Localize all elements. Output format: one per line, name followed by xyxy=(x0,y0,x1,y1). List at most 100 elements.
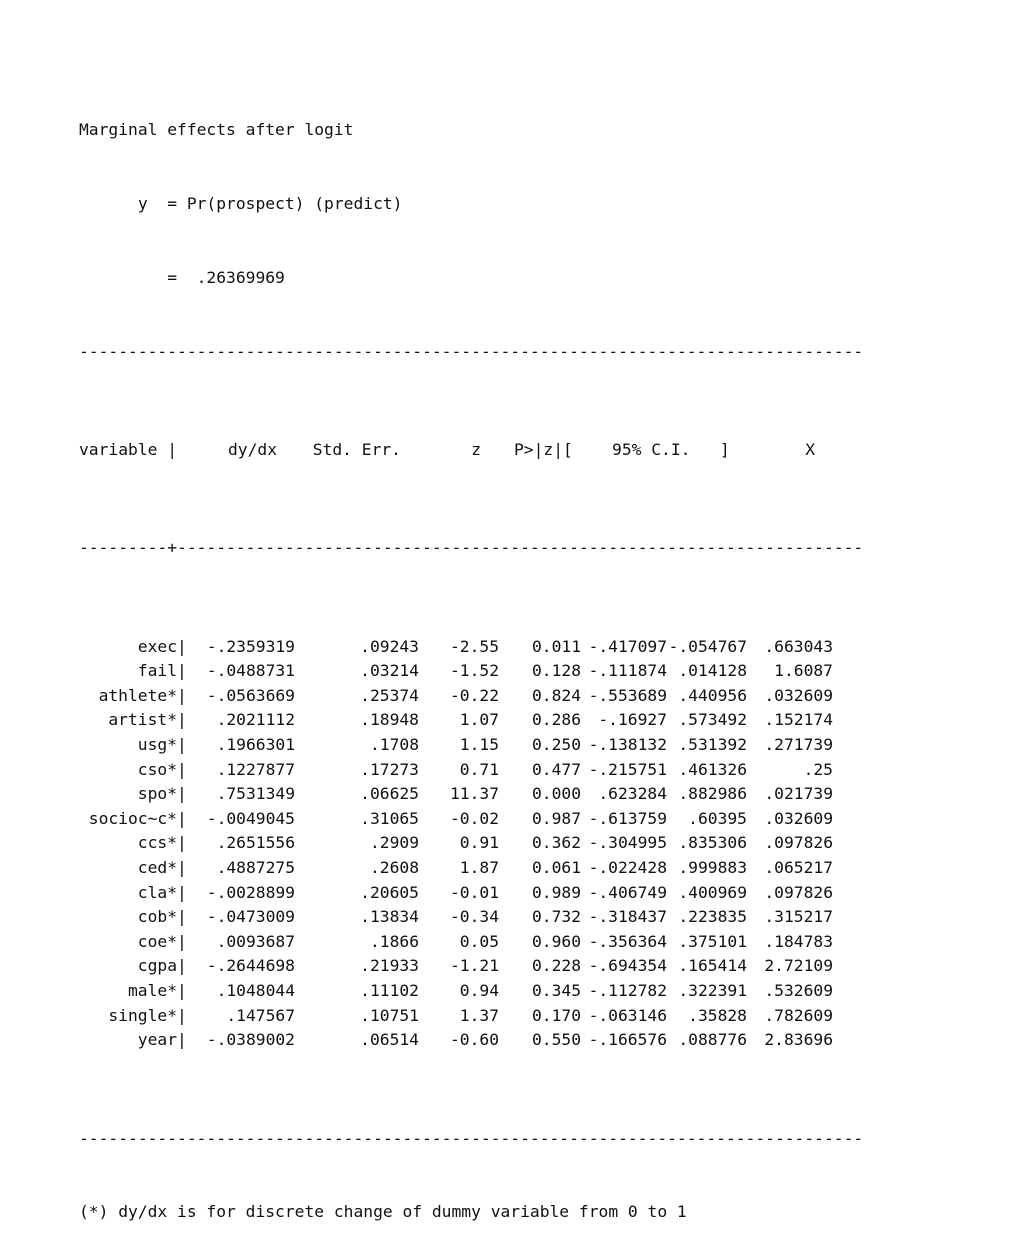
table-row: usg*| .1966301 .1708 1.15 0.250 -.138132 .5313… xyxy=(79,733,863,758)
row-variable: year xyxy=(137,1030,177,1050)
row-separator: | xyxy=(177,1030,187,1050)
row-p-value: 0.228 xyxy=(531,956,581,976)
row-ci-lower: -.112782 xyxy=(588,980,667,1000)
row-p-value: 0.128 xyxy=(531,661,581,681)
table-row: coe*| .0093687 .1866 0.05 0.960 -.356364 .3751… xyxy=(79,930,863,955)
rule-bottom: ----------------------------------------… xyxy=(79,1128,864,1148)
table-row: artist*| .2021112 .18948 1.07 0.286 -.16927 .5… xyxy=(79,708,863,733)
row-std-err: .25374 xyxy=(360,685,419,705)
row-z: 0.91 xyxy=(459,833,499,853)
col-z: z xyxy=(471,439,481,459)
row-std-err: .06514 xyxy=(360,1030,419,1050)
row-z: 0.05 xyxy=(459,931,499,951)
row-x: 1.6087 xyxy=(774,661,833,681)
row-separator: | xyxy=(177,907,187,927)
row-std-err: .1866 xyxy=(369,931,419,951)
col-ci: [ 95% C.I. ] xyxy=(563,439,730,459)
row-variable: male* xyxy=(127,980,177,1000)
row-ci-lower: -.406749 xyxy=(588,882,667,902)
row-std-err: .11102 xyxy=(360,980,419,1000)
header-y-value: = .26369969 xyxy=(79,267,285,287)
row-ci-upper: .088776 xyxy=(678,1030,747,1050)
row-std-err: .18948 xyxy=(360,710,419,730)
row-separator: | xyxy=(177,808,187,828)
row-separator: | xyxy=(177,710,187,730)
row-z: -0.60 xyxy=(449,1030,499,1050)
row-ci-lower: -.417097 xyxy=(588,636,667,656)
row-dydx: -.0389002 xyxy=(206,1030,295,1050)
row-variable: single* xyxy=(108,1005,177,1025)
row-ci-upper: .223835 xyxy=(678,907,747,927)
row-p-value: 0.550 xyxy=(531,1030,581,1050)
row-separator: | xyxy=(177,685,187,705)
stata-output: Marginal effects after logit y = Pr(pros… xyxy=(79,69,863,1250)
row-z: 1.07 xyxy=(459,710,499,730)
row-dydx: -.2644698 xyxy=(206,956,295,976)
row-ci-lower: -.111874 xyxy=(588,661,667,681)
row-dydx: .0093687 xyxy=(216,931,295,951)
row-separator: | xyxy=(177,833,187,853)
row-dydx: -.0488731 xyxy=(206,661,295,681)
row-p-value: 0.960 xyxy=(531,931,581,951)
row-dydx: .7531349 xyxy=(216,784,295,804)
row-separator: | xyxy=(177,1005,187,1025)
row-dydx: .1048044 xyxy=(216,980,295,1000)
row-ci-lower: -.022428 xyxy=(588,858,667,877)
row-ci-upper: .014128 xyxy=(678,661,747,681)
row-std-err: .17273 xyxy=(360,759,419,779)
row-z: 0.71 xyxy=(459,759,499,779)
row-separator: | xyxy=(177,858,187,877)
row-x: .097826 xyxy=(764,882,833,902)
table-row: male*| .1048044 .11102 0.94 0.345 -.112782 .32… xyxy=(79,979,863,1004)
row-ci-upper: .400969 xyxy=(678,882,747,902)
row-ci-lower: -.694354 xyxy=(588,956,667,976)
row-z: -0.01 xyxy=(449,882,499,902)
row-ci-upper: .835306 xyxy=(678,833,747,853)
row-ci-upper: -.054767 xyxy=(668,636,747,656)
row-ci-lower: -.318437 xyxy=(588,907,667,927)
row-dydx: -.0473009 xyxy=(206,907,295,927)
row-variable: coe* xyxy=(137,931,177,951)
row-x: .097826 xyxy=(764,833,833,853)
row-z: 1.37 xyxy=(459,1005,499,1025)
row-p-value: 0.477 xyxy=(531,759,581,779)
row-separator: | xyxy=(177,956,187,976)
row-variable: ced* xyxy=(137,858,177,877)
row-z: -0.02 xyxy=(449,808,499,828)
row-separator: | xyxy=(177,980,187,1000)
row-dydx: -.0049045 xyxy=(206,808,295,828)
row-variable: cgpa xyxy=(137,956,177,976)
row-p-value: 0.250 xyxy=(531,735,581,755)
table-body: exec| -.2359319.09243 -2.55 0.011 -.417097-.… xyxy=(79,635,863,1053)
row-ci-upper: .999883 xyxy=(678,858,747,877)
table-row: cla*| -.0028899 .20605 -0.01 0.989 -.406749 .4… xyxy=(79,881,863,906)
row-ci-lower: -.16927 xyxy=(598,710,667,730)
table-row: ccs*| .2651556 .2909 0.91 0.362 -.304995 .8353… xyxy=(79,831,863,856)
row-variable: exec xyxy=(137,636,177,656)
table-row: exec| -.2359319 .09243 -2.55 0.011 -.417097-.… xyxy=(79,635,863,660)
row-z: 1.87 xyxy=(459,858,499,877)
row-dydx: -.0563669 xyxy=(206,685,295,705)
row-p-value: 0.989 xyxy=(531,882,581,902)
row-p-value: 0.170 xyxy=(531,1005,581,1025)
table-row: socioc~c*| -.0049045 .31065 -0.02 0.987 -.613… xyxy=(79,807,863,832)
table-row: single*| .147567 .10751 1.37 0.170 -.063146 .3… xyxy=(79,1004,863,1029)
row-variable: fail xyxy=(137,661,177,681)
row-separator: | xyxy=(177,735,187,755)
row-variable: cob* xyxy=(137,907,177,927)
row-ci-lower: -.215751 xyxy=(588,759,667,779)
header-title: Marginal effects after logit xyxy=(79,120,354,140)
row-p-value: 0.061 xyxy=(531,858,581,877)
row-x: .032609 xyxy=(764,808,833,828)
row-separator: | xyxy=(177,661,187,681)
row-ci-lower: -.304995 xyxy=(588,833,667,853)
row-dydx: -.2359319 xyxy=(206,636,295,656)
row-ci-lower: .623284 xyxy=(598,784,667,804)
row-ci-lower: -.613759 xyxy=(588,808,667,828)
table-header: variable | dy/dx Std. Err. z P>|z|[ 95% C.I.… xyxy=(79,438,863,463)
row-ci-upper: .531392 xyxy=(678,735,747,755)
table-row: fail| -.0488731 .03214 -1.52 0.128 -.111874 .0… xyxy=(79,659,863,684)
row-std-err: .21933 xyxy=(360,956,419,976)
row-variable: cso* xyxy=(137,759,177,779)
col-variable: variable | xyxy=(79,439,178,459)
